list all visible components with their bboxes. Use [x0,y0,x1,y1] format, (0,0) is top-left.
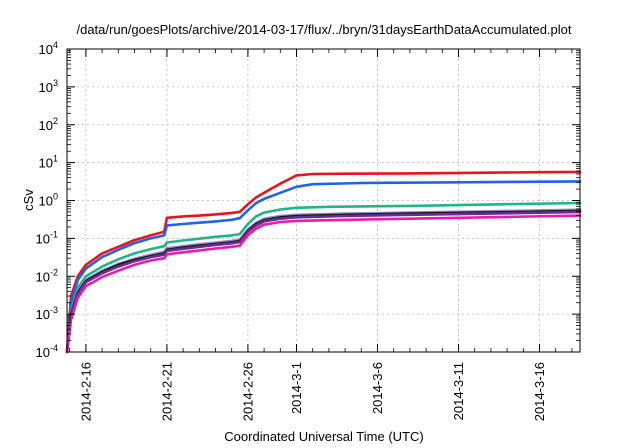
x-axis: 2014-2-16 2014-2-21 2014-2-26 2014-3-1 2014-… [69,49,573,421]
y-tick-label: 103 [39,78,58,95]
series-line [65,214,582,354]
y-tick-label: 10-4 [36,343,58,360]
x-tick-label: 2014-3-11 [451,362,466,420]
y-axis: 10-4 10-3 10-2 10-1 100 101 102 103 104 [36,40,580,360]
y-tick-label: 10-3 [36,305,58,322]
series-line [65,210,582,354]
x-tick-label: 2014-2-21 [159,362,174,421]
x-axis-label: Coordinated Universal Time (UTC) [224,429,423,444]
y-tick-label: 10-1 [36,229,58,246]
y-tick-label: 104 [39,40,58,57]
series-line [65,180,582,354]
y-tick-label: 10-2 [36,267,58,284]
series-line [65,209,582,354]
y-tick-label: 102 [39,116,58,133]
series-line [65,170,582,354]
series-group [65,170,582,354]
y-tick-label: 101 [39,154,58,171]
x-tick-label: 2014-3-1 [289,362,304,414]
x-tick-label: 2014-3-16 [532,362,547,421]
series-line [65,208,582,354]
grid [67,49,580,352]
series-line [65,201,582,354]
y-axis-label: cSv [21,189,36,211]
x-tick-label: 2014-2-16 [78,362,93,421]
x-tick-label: 2014-2-26 [240,362,255,421]
chart-title: /data/run/goesPlots/archive/2014-03-17/f… [76,22,571,37]
x-tick-label: 2014-3-6 [370,362,385,414]
y-tick-label: 100 [39,192,58,209]
